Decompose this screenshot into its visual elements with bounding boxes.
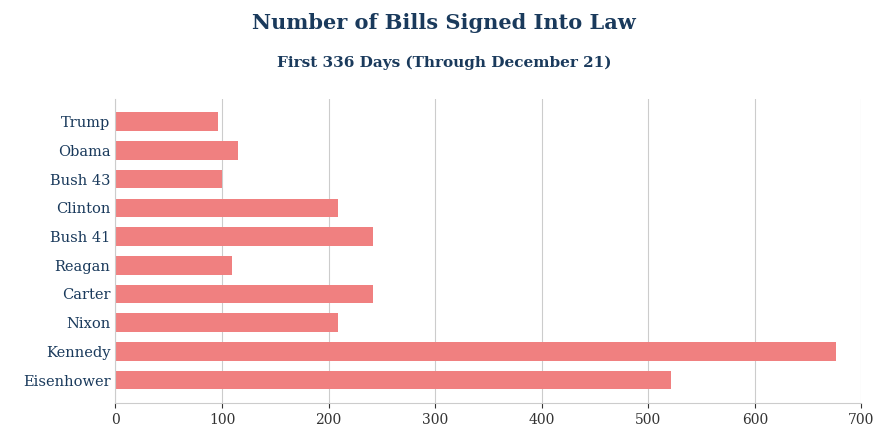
Bar [115,112,218,131]
Text: First 336 Days (Through December 21): First 336 Days (Through December 21) [277,56,611,70]
Bar [115,198,338,217]
Bar [115,227,373,246]
Bar [115,313,338,332]
Bar [115,284,373,303]
Bar [115,342,836,361]
Bar [115,170,222,189]
Bar [115,141,238,160]
Bar [115,256,232,275]
Text: Number of Bills Signed Into Law: Number of Bills Signed Into Law [252,13,636,34]
Bar [115,370,670,389]
